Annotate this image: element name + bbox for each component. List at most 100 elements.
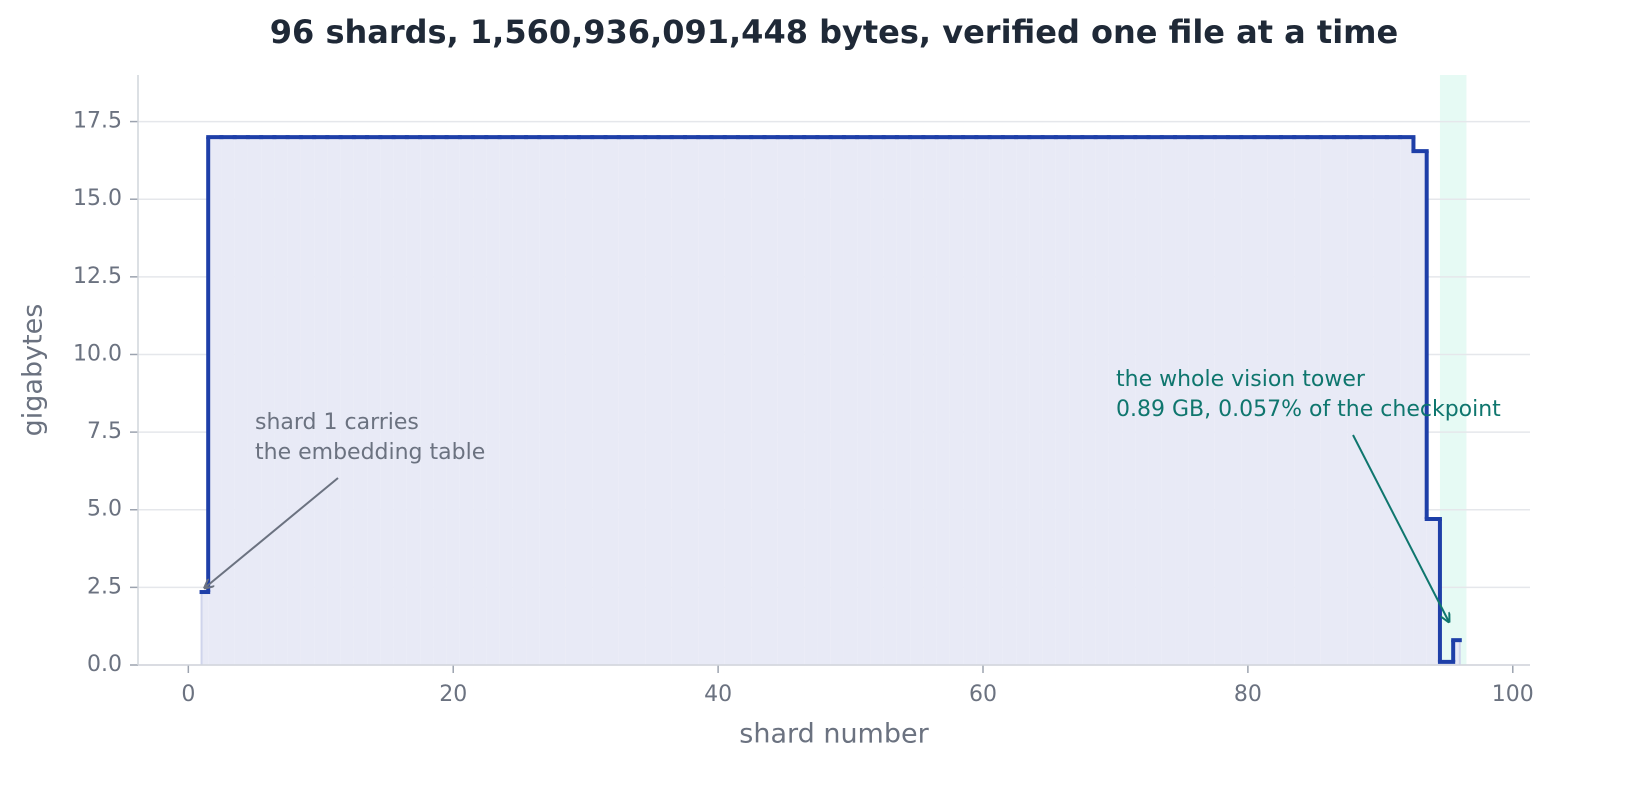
area-fill xyxy=(1002,137,1017,665)
area-fill xyxy=(486,137,500,665)
area-fill xyxy=(208,137,222,665)
area-fill xyxy=(1373,137,1387,665)
area-fill xyxy=(261,137,275,665)
x-tick-label: 20 xyxy=(439,682,467,707)
area-fill xyxy=(658,137,672,665)
annotation-text: the whole vision tower xyxy=(1116,367,1366,392)
area-fill xyxy=(1228,137,1242,665)
area-fill xyxy=(473,137,487,665)
area-fill xyxy=(287,137,301,665)
area-fill xyxy=(1082,137,1096,665)
area-fill xyxy=(1281,137,1295,665)
area-fill xyxy=(857,137,871,665)
area-fill xyxy=(367,137,381,665)
annotation-text: 0.89 GB, 0.057% of the checkpoint xyxy=(1116,397,1501,422)
area-fill xyxy=(380,137,394,665)
x-tick-label: 80 xyxy=(1234,682,1262,707)
y-tick-label: 17.5 xyxy=(73,109,122,134)
area-fill xyxy=(539,137,553,665)
area-fill xyxy=(1148,137,1162,665)
area-fill xyxy=(883,137,897,665)
area-fill xyxy=(671,137,685,665)
area-fill xyxy=(989,137,1003,665)
y-axis-label: gigabytes xyxy=(18,304,49,437)
area-fill xyxy=(592,137,606,665)
area-fill xyxy=(1214,137,1229,665)
area-fill xyxy=(1069,137,1083,665)
area-fill xyxy=(830,137,844,665)
y-tick-label: 12.5 xyxy=(73,264,122,289)
area-fill xyxy=(406,137,421,665)
x-tick-label: 100 xyxy=(1492,682,1534,707)
area-fill xyxy=(1360,137,1374,665)
area-fill xyxy=(936,137,950,665)
area-fill xyxy=(1453,640,1460,665)
area-fill xyxy=(1413,151,1427,665)
area-fill xyxy=(1320,137,1334,665)
area-fill xyxy=(684,137,699,665)
area-fill xyxy=(1386,137,1401,665)
area-fill xyxy=(817,137,831,665)
area-fill xyxy=(1161,137,1176,665)
area-fill xyxy=(512,137,527,665)
area-fill xyxy=(314,137,328,665)
area-fill xyxy=(711,137,725,665)
area-fill xyxy=(963,137,977,665)
area-fill xyxy=(1175,137,1189,665)
area-fill xyxy=(1307,137,1321,665)
x-tick-label: 40 xyxy=(704,682,732,707)
area-fill xyxy=(777,137,791,665)
highlight-span xyxy=(1439,75,1467,665)
area-fill xyxy=(1267,137,1282,665)
area-fill xyxy=(976,137,990,665)
area-fill xyxy=(1135,137,1149,665)
area-fill xyxy=(234,137,248,665)
chart-title: 96 shards, 1,560,936,091,448 bytes, veri… xyxy=(270,13,1398,51)
y-tick-label: 0.0 xyxy=(87,652,122,677)
area-fill xyxy=(870,137,884,665)
area-fill xyxy=(737,137,752,665)
y-tick-label: 5.0 xyxy=(87,497,122,522)
area-fill xyxy=(1108,137,1123,665)
area-fill xyxy=(618,137,633,665)
area-fill xyxy=(565,137,580,665)
x-tick-label: 0 xyxy=(181,682,195,707)
area-fill xyxy=(724,137,738,665)
area-fill xyxy=(764,137,778,665)
area-fill xyxy=(201,592,209,665)
area-fill xyxy=(1188,137,1202,665)
area-fill xyxy=(1042,137,1056,665)
annotation-text: the embedding table xyxy=(255,440,485,465)
area-fill xyxy=(393,137,407,665)
area-fill xyxy=(446,137,460,665)
area-fill xyxy=(340,137,354,665)
area-fill xyxy=(751,137,765,665)
area-fill xyxy=(1055,137,1070,665)
area-fill xyxy=(420,137,434,665)
area-fill xyxy=(247,137,262,665)
annotation-text: shard 1 carries xyxy=(255,410,419,435)
area-fill xyxy=(221,137,235,665)
area-fill xyxy=(923,137,937,665)
area-fill xyxy=(1029,137,1043,665)
area-fill xyxy=(645,137,659,665)
area-fill xyxy=(1294,137,1308,665)
area-fill xyxy=(1241,137,1255,665)
area-fill xyxy=(632,137,646,665)
area-fill xyxy=(1333,137,1348,665)
area-fill xyxy=(552,137,566,665)
area-fill xyxy=(1016,137,1030,665)
area-fill xyxy=(579,137,593,665)
area-fill xyxy=(896,137,911,665)
area-fill xyxy=(1095,137,1109,665)
annotation-arrow xyxy=(1352,434,1449,622)
area-fill xyxy=(1347,137,1361,665)
y-tick-label: 7.5 xyxy=(87,419,122,444)
x-tick-label: 60 xyxy=(969,682,997,707)
x-axis-label: shard number xyxy=(739,719,929,750)
area-fill xyxy=(353,137,368,665)
area-fill xyxy=(459,137,474,665)
area-fill xyxy=(300,137,315,665)
area-fill xyxy=(949,137,964,665)
